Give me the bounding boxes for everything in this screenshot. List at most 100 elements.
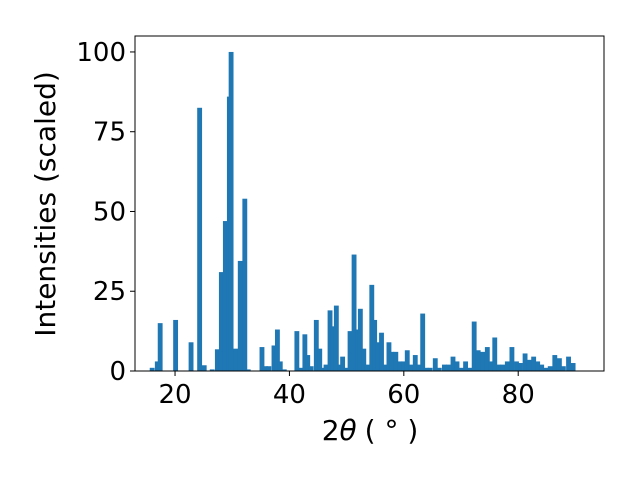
bar (313, 319, 319, 371)
bar (509, 347, 515, 371)
bar (323, 364, 329, 371)
y-tick-label: 25 (93, 277, 126, 307)
bar (351, 254, 357, 371)
bar (496, 364, 502, 371)
bar (463, 361, 469, 371)
y-tick-label: 50 (93, 197, 126, 227)
bar (173, 319, 179, 371)
bar (389, 351, 395, 371)
bar (467, 367, 473, 371)
bar (379, 332, 384, 371)
bar (504, 361, 510, 371)
bar (277, 361, 283, 371)
y-tick-label: 75 (93, 118, 126, 148)
bar (298, 367, 304, 371)
bar (188, 342, 194, 371)
bar (333, 305, 339, 371)
bar (330, 326, 336, 371)
bar (386, 342, 392, 371)
plot-frame (134, 35, 605, 372)
bar (274, 329, 280, 371)
bar (343, 367, 349, 371)
bar (556, 358, 562, 371)
bar (355, 329, 360, 371)
bar (302, 334, 308, 371)
bar (514, 361, 519, 371)
bar (531, 356, 537, 371)
bar (294, 331, 300, 371)
bar (484, 347, 490, 371)
bar (320, 367, 326, 371)
x-tick-label: 20 (158, 380, 191, 410)
x-axis: 20 40 60 80 (158, 371, 535, 410)
bar (518, 363, 523, 371)
bar (420, 313, 426, 371)
y-tick-label: 0 (109, 357, 126, 387)
bar (347, 331, 353, 371)
bar (209, 369, 215, 371)
y-axis-label: Intensities (scaled) (29, 71, 62, 337)
bar (408, 364, 414, 371)
bar (404, 350, 410, 371)
bar (397, 361, 403, 371)
bar (454, 361, 460, 371)
bar (214, 349, 220, 371)
bar (539, 364, 545, 371)
bar (401, 361, 407, 371)
bar (222, 221, 228, 371)
bar (372, 319, 378, 371)
bar (500, 364, 506, 371)
bar (383, 364, 388, 371)
bar (480, 351, 486, 371)
bar (441, 364, 447, 371)
bar (446, 364, 451, 371)
x-tick-label: 60 (387, 380, 420, 410)
bar (218, 272, 224, 371)
bar (197, 107, 203, 371)
x-tick-label: 80 (502, 380, 535, 410)
bar (475, 350, 481, 371)
bar (327, 310, 333, 371)
bar (570, 363, 576, 371)
bar (262, 366, 268, 371)
bar (308, 366, 314, 371)
bar (305, 355, 311, 371)
bar (337, 364, 343, 371)
bar (535, 361, 541, 371)
bar (547, 366, 553, 371)
bar (560, 366, 566, 371)
bar (369, 284, 375, 371)
x-axis-label: 2θ( ° ) (322, 414, 419, 447)
bar (242, 198, 248, 371)
x-tick-label: 40 (273, 380, 306, 410)
bar (364, 364, 370, 371)
bar (436, 367, 442, 371)
bar (228, 51, 234, 371)
bar (201, 365, 207, 371)
bar (340, 356, 346, 371)
bar (357, 308, 363, 371)
bar (259, 347, 265, 371)
y-tick-label: 100 (76, 38, 126, 68)
bar (432, 358, 438, 371)
bar (237, 260, 243, 371)
bar (450, 356, 456, 371)
bar (317, 348, 323, 371)
bar (157, 323, 163, 371)
bar (543, 367, 549, 371)
bar (526, 359, 532, 371)
bar (393, 351, 399, 371)
bar-series (149, 51, 576, 372)
bar (488, 361, 494, 371)
bar (471, 321, 477, 371)
bar (427, 367, 433, 371)
bar (281, 369, 287, 371)
bar (522, 353, 528, 371)
bar (492, 337, 498, 371)
bar (154, 361, 160, 371)
bar (233, 348, 239, 371)
bar (416, 364, 422, 371)
bar (245, 369, 251, 371)
